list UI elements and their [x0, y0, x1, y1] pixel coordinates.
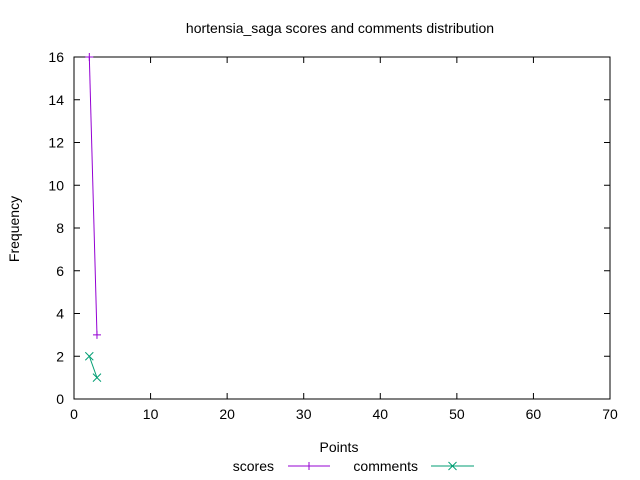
data-point-comments	[92, 373, 102, 382]
y-tick-label: 10	[48, 177, 64, 193]
legend: scores comments	[233, 458, 474, 474]
legend-marker	[305, 462, 313, 470]
data-point-scores	[92, 330, 101, 339]
plot-area-border	[73, 56, 611, 400]
x-tick-label: 0	[70, 406, 78, 422]
data-point-scores	[85, 53, 94, 61]
x-tick-label: 30	[296, 406, 312, 422]
series-comments	[84, 351, 102, 382]
x-tick-label: 70	[602, 406, 618, 422]
y-tick-label: 0	[56, 391, 64, 407]
y-tick-label: 8	[56, 220, 64, 236]
y-tick-label: 14	[48, 92, 64, 108]
x-tick-label: 20	[219, 406, 235, 422]
x-tick-label: 60	[526, 406, 542, 422]
x-tick-label: 50	[449, 406, 465, 422]
series-scores	[85, 53, 101, 339]
y-axis: 0 2 4 6 8 10 12 14 16	[48, 49, 610, 407]
y-tick-label: 2	[56, 348, 64, 364]
y-axis-label: Frequency	[6, 196, 22, 262]
x-axis: 0 10 20 30 40 50 60 70	[70, 57, 618, 422]
chart-title: hortensia_saga scores and comments distr…	[186, 20, 494, 36]
legend-item-scores: scores	[233, 458, 330, 474]
y-tick-label: 4	[56, 306, 64, 322]
y-tick-label: 6	[56, 263, 64, 279]
data-point-comments	[84, 351, 94, 361]
y-tick-label: 16	[48, 49, 64, 65]
legend-label: scores	[233, 458, 274, 474]
plot-series	[84, 53, 102, 382]
series-line-comments	[88, 356, 98, 378]
x-tick-label: 40	[372, 406, 388, 422]
x-tick-label: 10	[143, 406, 159, 422]
legend-item-comments: comments	[353, 458, 474, 474]
legend-marker	[448, 461, 457, 471]
series-line-scores	[88, 56, 98, 335]
y-tick-label: 12	[48, 135, 64, 151]
legend-label: comments	[353, 458, 418, 474]
x-axis-label: Points	[320, 439, 359, 455]
